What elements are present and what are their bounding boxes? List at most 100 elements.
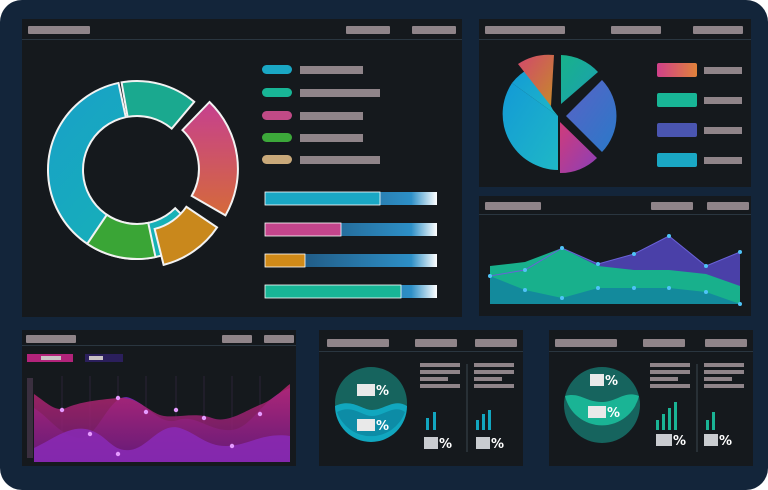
legend-label-placeholder [300, 156, 380, 164]
area-point[interactable] [596, 262, 600, 266]
wave-legend-violet[interactable] [85, 354, 123, 362]
wave-point[interactable] [257, 411, 263, 417]
sunset-swatch[interactable] [657, 63, 697, 77]
text-line-placeholder [704, 377, 732, 381]
gauge-2-bar-chip-right: % [704, 434, 732, 449]
wave-point[interactable] [87, 431, 93, 437]
pink-swatch[interactable] [262, 111, 292, 120]
wave-series-purple-bottom [34, 427, 290, 462]
panel-divider [479, 39, 751, 40]
donut-panel [22, 19, 462, 317]
panel-divider [549, 351, 753, 352]
wave-legend-label [89, 356, 103, 360]
gauge-1-bar-chip-left: % [424, 437, 452, 452]
pie-slice-cyan[interactable] [502, 83, 558, 170]
text-line-placeholder [650, 363, 690, 367]
area-point[interactable] [560, 296, 564, 300]
wave-point[interactable] [115, 451, 121, 457]
legend-label-placeholder [300, 89, 380, 97]
area-point[interactable] [596, 286, 600, 290]
pie-slice-cyan-b[interactable] [512, 68, 558, 116]
area-point[interactable] [738, 302, 742, 306]
text-line-placeholder [650, 377, 678, 381]
legend-label-placeholder [704, 127, 742, 134]
mini-bar [712, 412, 715, 430]
panel-action-placeholder[interactable] [643, 339, 685, 347]
wave-point[interactable] [59, 407, 65, 413]
donut-segment-teal[interactable] [120, 80, 196, 131]
wave-point[interactable] [115, 395, 121, 401]
gauge-2-ring-label-bottom: % [588, 406, 620, 421]
area-point[interactable] [704, 264, 708, 268]
cyan-swatch[interactable] [262, 65, 292, 74]
progress-fill-teal[interactable] [264, 284, 402, 299]
wave-chart [27, 354, 290, 462]
gauge-2-ring-label-top: % [590, 374, 618, 389]
area-point[interactable] [560, 246, 564, 250]
area-point[interactable] [667, 286, 671, 290]
area-point[interactable] [632, 286, 636, 290]
legend-label-placeholder [300, 112, 363, 120]
panel-action-placeholder[interactable] [264, 335, 294, 343]
teal-swatch[interactable] [262, 88, 292, 97]
pie-slice-magenta[interactable] [560, 122, 597, 174]
legend-label-placeholder [704, 157, 742, 164]
panel-title-placeholder [327, 339, 389, 347]
text-line-placeholder [420, 384, 460, 388]
area-point[interactable] [523, 288, 527, 292]
wave-point[interactable] [201, 415, 207, 421]
mini-bar [706, 420, 709, 430]
panel-action-placeholder[interactable] [475, 339, 517, 347]
legend-label-placeholder [704, 97, 742, 104]
panel-action-placeholder[interactable] [346, 26, 390, 34]
text-line-placeholder [704, 363, 744, 367]
pie-slice-teal[interactable] [561, 55, 598, 104]
mini-bar [476, 420, 479, 430]
gauge-1-bar-chip-right: % [476, 437, 504, 452]
progress-fill-orange[interactable] [264, 253, 306, 268]
wave-point[interactable] [143, 409, 149, 415]
wave-points [59, 395, 263, 457]
wave-point[interactable] [173, 407, 179, 413]
area-point[interactable] [704, 290, 708, 294]
donut-segment-orange[interactable] [153, 205, 219, 267]
panel-action-placeholder[interactable] [222, 335, 252, 343]
teal-swatch[interactable] [657, 93, 697, 107]
wave-point[interactable] [229, 443, 235, 449]
progress-track-orange [265, 254, 437, 267]
panel-action-placeholder[interactable] [412, 26, 456, 34]
area-series-cyan [490, 276, 740, 304]
pie-slice-blue[interactable] [566, 80, 617, 152]
area-point[interactable] [667, 234, 671, 238]
donut-segment-pink[interactable] [181, 100, 239, 217]
panel-title-placeholder [485, 26, 565, 34]
gauge-2-bar-chip-left: % [656, 434, 686, 449]
panel-action-placeholder[interactable] [707, 202, 749, 210]
panel-title-placeholder [28, 26, 90, 34]
area-point[interactable] [632, 252, 636, 256]
donut-segments [47, 80, 239, 267]
legend-label-placeholder [300, 66, 363, 74]
area-line-violet [489, 235, 741, 277]
panel-action-placeholder[interactable] [651, 202, 693, 210]
donut-segment-green[interactable] [85, 213, 157, 260]
progress-fill-pink[interactable] [264, 222, 342, 237]
area-point[interactable] [488, 274, 492, 278]
green-swatch[interactable] [262, 133, 292, 142]
panel-action-placeholder[interactable] [415, 339, 457, 347]
mini-bar [668, 408, 671, 430]
panel-action-placeholder[interactable] [705, 339, 747, 347]
donut-legend [262, 65, 380, 164]
panel-action-placeholder[interactable] [693, 26, 743, 34]
blue-swatch[interactable] [657, 123, 697, 137]
text-line-placeholder [650, 370, 690, 374]
area-point[interactable] [738, 250, 742, 254]
panel-action-placeholder[interactable] [611, 26, 661, 34]
area-point[interactable] [523, 268, 527, 272]
pie-slice-sunset[interactable] [518, 54, 554, 106]
cyan-swatch[interactable] [657, 153, 697, 167]
progress-fill-cyan[interactable] [264, 191, 381, 206]
tan-swatch[interactable] [262, 155, 292, 164]
